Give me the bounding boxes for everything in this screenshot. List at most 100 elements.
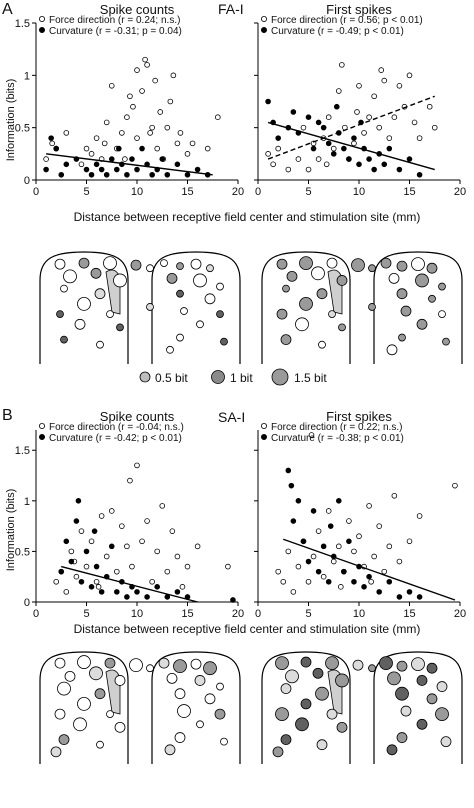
receptive-field-circle [54, 708, 66, 720]
data-point-filled [376, 589, 383, 595]
data-point-open [356, 533, 362, 540]
data-point-filled [159, 156, 166, 162]
data-point-open [78, 161, 85, 168]
data-point-open [265, 151, 271, 157]
data-point-filled [333, 103, 340, 110]
receptive-field-circle [190, 658, 202, 670]
receptive-field-circle [54, 258, 66, 270]
data-point-open [152, 77, 158, 84]
receptive-field-circle [426, 262, 438, 274]
scatter-plot-a-right: First spikes 0 5 10 15 20 Force direction (r =… [254, 2, 466, 198]
receptive-field-circle [299, 296, 313, 311]
receptive-field-map-a-first [261, 251, 463, 364]
data-point-open [381, 77, 388, 84]
x-axis-label-b: Distance between receptive field center … [74, 622, 421, 636]
data-point-open [295, 563, 302, 570]
data-point-open [330, 145, 337, 152]
receptive-field-circle [193, 273, 207, 288]
data-point-open [315, 156, 322, 162]
receptive-field-circle [336, 721, 348, 733]
data-point-open [225, 563, 231, 570]
x-tick-label: 5 [305, 186, 311, 198]
data-point-open [204, 145, 211, 152]
data-point-open [130, 103, 136, 110]
plot-title: Spike counts [100, 2, 175, 17]
legend-circle-large [271, 368, 289, 386]
data-point-open [98, 513, 105, 519]
receptive-field-circle [338, 323, 346, 332]
data-point-open [305, 166, 312, 173]
regression-line-curvature [283, 538, 456, 601]
receptive-field-circle [426, 693, 438, 705]
data-point-filled [230, 597, 236, 603]
data-point-open [149, 124, 155, 131]
x-tick-label: 20 [454, 608, 466, 620]
receptive-field-circle [316, 288, 328, 300]
receptive-field-map-b-first [261, 651, 463, 764]
receptive-field-circle [64, 670, 76, 682]
x-tick-label: 20 [454, 186, 466, 198]
data-point-open [174, 140, 181, 147]
x-tick-label: 20 [232, 608, 244, 620]
receptive-field-circle [106, 710, 114, 718]
x-tick-label: 0 [255, 608, 261, 620]
data-point-open [164, 568, 171, 575]
receptive-field-circle [379, 656, 393, 670]
receptive-field-circle [96, 740, 104, 749]
data-point-open [93, 578, 100, 585]
data-point-open [310, 553, 317, 560]
data-point-filled [154, 584, 161, 590]
data-point-open [335, 88, 342, 94]
data-point-open [159, 503, 166, 509]
data-point-open [354, 109, 360, 115]
receptive-field-circle [166, 673, 178, 684]
data-point-open [371, 93, 377, 100]
receptive-field-circle [428, 294, 436, 303]
x-tick-label: 10 [353, 186, 365, 198]
data-point-open [157, 109, 164, 115]
data-point-filled [134, 166, 140, 173]
data-point-filled [129, 156, 135, 162]
receptive-field-circle [368, 303, 376, 311]
legend-entry: Force direction (r = 0.24; n.s.) [49, 15, 180, 26]
data-point-open [95, 584, 102, 590]
x-tick-label: 5 [83, 186, 89, 198]
data-point-filled [88, 584, 95, 590]
data-point-open [53, 578, 59, 585]
receptive-field-circle [416, 318, 428, 330]
data-point-open [63, 130, 70, 136]
data-point-filled [310, 145, 317, 152]
receptive-field-circle [194, 675, 206, 686]
receptive-field-circle [146, 264, 154, 273]
x-tick-label: 5 [83, 608, 89, 620]
receptive-field-circle [216, 282, 224, 291]
data-point-filled [124, 171, 130, 178]
legend-entry: Curvature (r = -0.42; p < 0.01) [49, 433, 182, 444]
receptive-field-circle [280, 683, 292, 694]
receptive-field-circle [103, 256, 117, 271]
receptive-field-circle [396, 732, 408, 743]
receptive-field-circle [272, 746, 284, 758]
receptive-field-circle [63, 269, 77, 284]
receptive-field-circle [220, 337, 228, 346]
data-point-open [122, 156, 128, 162]
data-point-filled [381, 161, 388, 168]
receptive-field-circle [56, 310, 64, 319]
data-point-open [366, 114, 372, 120]
receptive-field-circle [206, 264, 214, 273]
scatter-plot-b-left: Spike counts 0 5 10 15 20 0 0.5 1 1.5 Force direct… [15, 409, 244, 620]
receptive-field-circle [74, 318, 86, 330]
receptive-field-circle [275, 656, 289, 670]
data-point-filled [320, 543, 327, 550]
data-point-filled [48, 135, 54, 141]
receptive-field-circle [204, 293, 216, 305]
data-point-filled [43, 166, 49, 173]
data-point-open [386, 543, 393, 550]
data-point-open [300, 124, 307, 131]
data-point-filled [149, 171, 155, 178]
receptive-field-circle [285, 669, 299, 684]
receptive-field-circle [160, 259, 168, 268]
data-point-filled [83, 548, 90, 555]
data-point-filled [396, 594, 403, 600]
